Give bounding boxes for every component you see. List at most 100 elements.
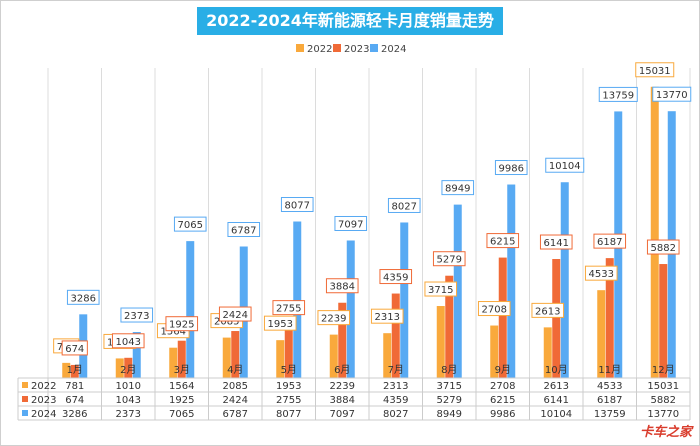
data-label-box-2023-12月 [646,239,680,255]
table-cell-2024-1月: 3286 [62,409,87,420]
table-swatch-2023 [22,396,28,402]
data-label-2024-7月: 8027 [392,201,417,212]
data-label-2022-4月: 2085 [214,317,239,328]
data-label-2023-8月: 5279 [437,255,462,266]
data-label-box-2022-11月 [584,265,618,281]
data-label-2023-11月: 6187 [597,237,622,248]
bar-2023-7月 [391,293,400,378]
bar-2023-12月 [659,264,668,378]
data-label-box-2024-10月 [545,157,585,173]
bar-2024-3月 [186,241,195,378]
table-cell-2023-4月: 2424 [223,395,248,406]
data-label-2024-1月: 3286 [71,293,96,304]
data-label-2022-12月: 15031 [639,66,671,77]
data-label-2023-6月: 3884 [330,282,355,293]
data-label-box-2022-6月 [317,310,351,326]
data-label-2024-9月: 9986 [499,164,524,175]
bar-2023-10月 [552,259,561,378]
bar-2023-3月 [177,340,186,378]
data-label-2022-10月: 2613 [535,306,560,317]
data-label-box-2023-8月 [432,251,466,267]
category-label-7月: 7月 [388,364,404,376]
data-label-box-2022-10月 [531,302,565,318]
data-label-2023-4月: 2424 [223,310,248,321]
table-row-label-2023: 2023 [31,395,56,406]
category-label-10月: 10月 [545,364,568,376]
bar-2022-1月 [62,362,71,378]
bar-2024-5月 [293,221,302,378]
data-label-box-2023-4月 [218,306,252,322]
data-label-box-2022-8月 [424,281,458,297]
table-cell-2024-5月: 8077 [276,409,301,420]
data-label-box-2024-1月 [66,289,100,305]
legend-swatch-2023 [333,44,341,52]
category-label-1月: 1月 [67,364,83,376]
table-cell-2023-11月: 6187 [597,395,622,406]
table-swatch-2024 [22,410,28,416]
table-cell-2023-6月: 3884 [330,395,355,406]
data-label-box-2023-1月 [61,340,88,356]
table-cell-2022-3月: 1564 [169,381,194,392]
data-label-2024-5月: 8077 [285,201,310,212]
data-label-2024-2月: 2373 [124,311,149,322]
category-label-6月: 6月 [334,364,350,376]
table-row-label-2022: 2022 [31,381,56,392]
legend-label-2023: 2023 [344,44,369,55]
table-cell-2022-1月: 781 [65,381,84,392]
data-label-2024-6月: 7097 [338,219,363,230]
category-label-9月: 9月 [495,364,511,376]
bar-2024-9月 [507,184,516,378]
data-label-2022-5月: 1953 [268,319,293,330]
data-label-box-2023-2月 [111,333,145,349]
table-cell-2024-3月: 7065 [169,409,194,420]
table-cell-2022-5月: 1953 [276,381,301,392]
data-label-box-2022-9月 [477,301,511,317]
data-label-box-2024-4月 [227,222,261,238]
data-label-box-2023-7月 [379,269,413,285]
data-label-2024-8月: 8949 [445,184,470,195]
category-label-11月: 11月 [598,364,621,376]
data-label-2023-5月: 2755 [276,304,301,315]
bar-2023-9月 [498,257,507,378]
table-cell-2023-8月: 5279 [437,395,462,406]
data-label-2023-1月: 674 [65,344,84,355]
table-cell-2022-12月: 15031 [647,381,679,392]
table-cell-2023-12月: 5882 [651,395,676,406]
bar-2022-3月 [169,347,178,378]
table-cell-2022-11月: 4533 [597,381,622,392]
data-label-2023-10月: 6141 [544,238,569,249]
table-cell-2024-11月: 13759 [594,409,626,420]
data-label-2023-9月: 6215 [490,237,515,248]
bar-2024-8月 [453,204,462,378]
data-label-box-2024-11月 [598,86,638,102]
table-row-label-2024: 2024 [31,409,56,420]
data-label-box-2022-7月 [370,308,404,324]
watermark: 卡车之家 [639,425,692,440]
data-label-box-2024-12月 [652,86,692,102]
bar-2022-4月 [222,337,231,378]
category-label-12月: 12月 [652,364,675,376]
bar-2024-2月 [132,332,141,378]
data-label-2024-11月: 13759 [602,90,634,101]
data-label-2023-2月: 1043 [116,337,141,348]
data-label-box-2024-3月 [173,216,207,232]
bar-2023-8月 [445,275,454,378]
data-label-box-2023-5月 [272,300,306,316]
bar-2024-7月 [400,222,409,378]
data-label-box-2022-12月 [635,62,675,78]
table-cell-2023-3月: 1925 [169,395,194,406]
data-label-box-2024-7月 [387,197,421,213]
table-cell-2023-2月: 1043 [116,395,141,406]
table-cell-2022-2月: 1010 [116,381,141,392]
data-label-box-2022-5月 [263,315,297,331]
data-label-2022-7月: 2313 [375,312,400,323]
table-cell-2023-7月: 4359 [383,395,408,406]
data-label-box-2023-11月 [593,233,627,249]
table-cell-2024-7月: 8027 [383,409,408,420]
data-label-2023-7月: 4359 [383,273,408,284]
table-cell-2024-9月: 9986 [490,409,515,420]
bar-2024-6月 [346,240,355,378]
table-cell-2023-10月: 6141 [544,395,569,406]
table-cell-2024-4月: 6787 [223,409,248,420]
